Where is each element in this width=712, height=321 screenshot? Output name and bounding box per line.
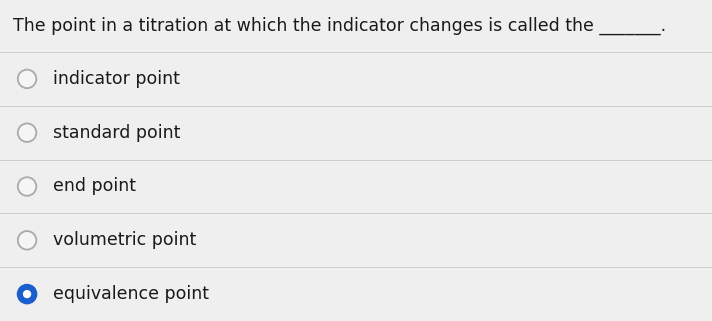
Text: indicator point: indicator point bbox=[53, 70, 180, 88]
Ellipse shape bbox=[18, 177, 36, 196]
Text: end point: end point bbox=[53, 178, 137, 195]
Text: equivalence point: equivalence point bbox=[53, 285, 209, 303]
Text: volumetric point: volumetric point bbox=[53, 231, 197, 249]
Ellipse shape bbox=[18, 231, 36, 249]
Ellipse shape bbox=[18, 70, 36, 88]
Ellipse shape bbox=[18, 285, 36, 303]
Text: The point in a titration at which the indicator changes is called the _______.: The point in a titration at which the in… bbox=[13, 17, 666, 35]
Ellipse shape bbox=[23, 290, 31, 298]
Text: standard point: standard point bbox=[53, 124, 181, 142]
Ellipse shape bbox=[18, 124, 36, 142]
